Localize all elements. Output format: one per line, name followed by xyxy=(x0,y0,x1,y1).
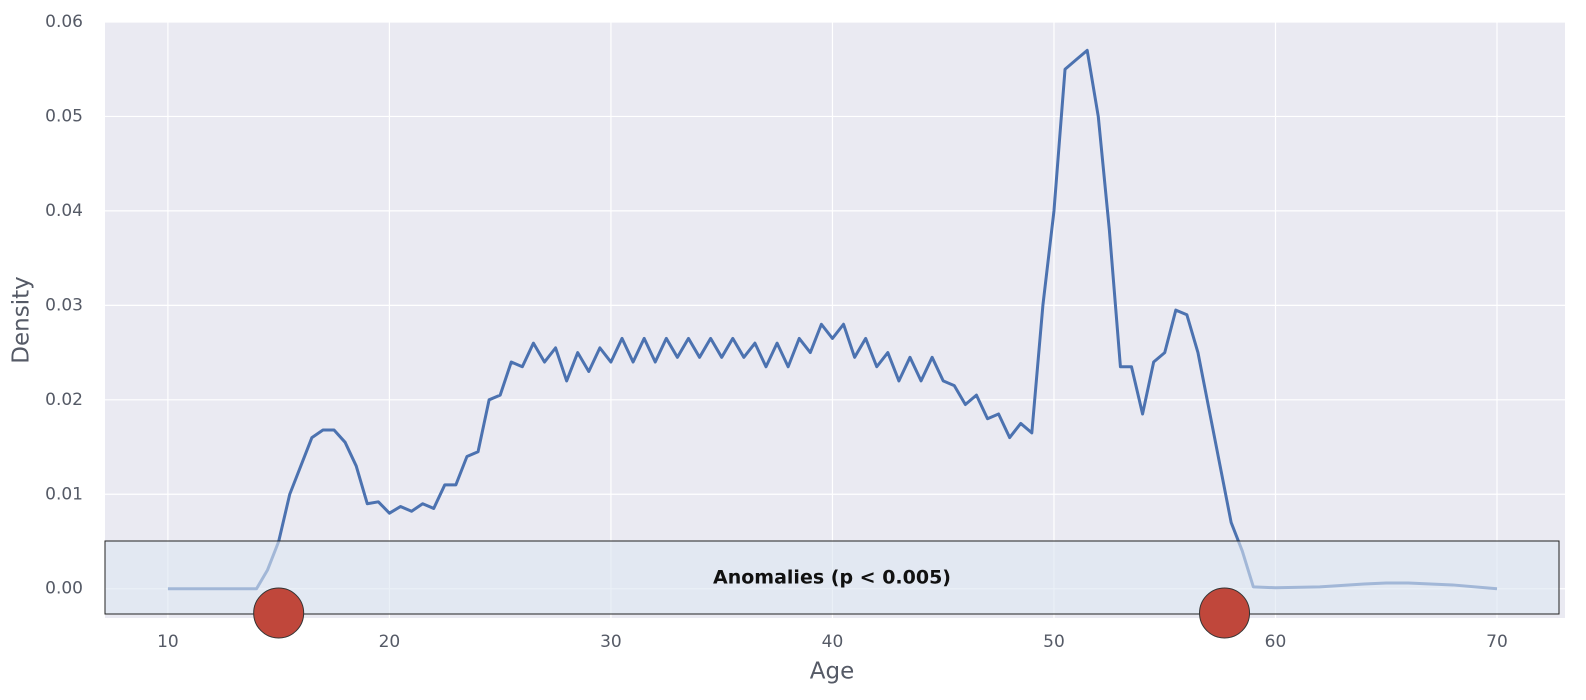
x-tick-label: 70 xyxy=(1486,632,1508,652)
y-tick-label: 0.04 xyxy=(45,201,83,221)
y-tick-label: 0.01 xyxy=(45,484,83,504)
x-tick-label: 20 xyxy=(379,632,401,652)
y-tick-label: 0.00 xyxy=(45,579,83,599)
annotation-label: Anomalies (p < 0.005) xyxy=(713,567,951,589)
x-tick-label: 30 xyxy=(600,632,622,652)
anomaly-point xyxy=(1199,587,1251,639)
x-axis-label: Age xyxy=(810,659,854,685)
x-tick-label: 40 xyxy=(822,632,844,652)
y-tick-label: 0.03 xyxy=(45,295,83,315)
anomaly-points xyxy=(253,587,1251,639)
y-tick-label: 0.02 xyxy=(45,390,83,410)
anomaly-band xyxy=(104,540,1560,615)
grid xyxy=(105,21,1565,618)
y-tick-label: 0.05 xyxy=(45,106,83,126)
x-tick-label: 10 xyxy=(157,632,179,652)
y-axis-label: Density xyxy=(9,276,35,363)
x-tick-label: 50 xyxy=(1043,632,1065,652)
y-tick-label: 0.06 xyxy=(45,12,83,32)
x-tick-label: 60 xyxy=(1265,632,1287,652)
anomaly-point xyxy=(253,587,305,639)
plot-area xyxy=(105,22,1565,618)
density-line xyxy=(167,48,1498,591)
marks xyxy=(167,48,1498,591)
